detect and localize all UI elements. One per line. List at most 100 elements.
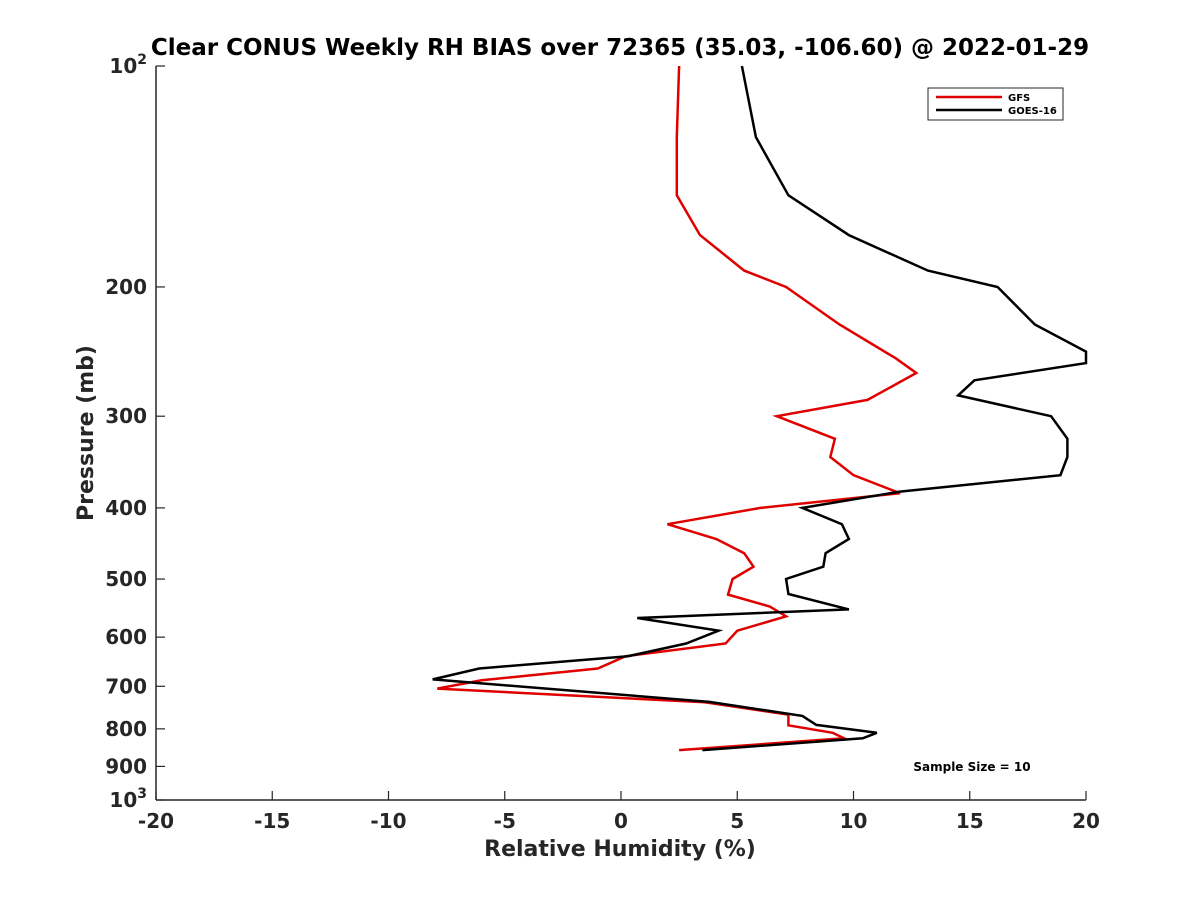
x-tick-label: 5: [730, 809, 744, 833]
legend-label-goes-16: GOES-16: [1008, 106, 1057, 117]
data-point-goes-16: [1034, 323, 1036, 325]
y-tick-label: 800: [105, 717, 147, 741]
series-layer: [432, 65, 1088, 752]
data-point-goes-16: [787, 593, 789, 595]
data-point-gfs: [829, 456, 831, 458]
x-axis-title: Relative Humidity (%): [484, 837, 756, 862]
y-tick-label: 700: [105, 674, 147, 698]
x-tick-label: 15: [956, 809, 984, 833]
data-point-goes-16: [824, 552, 826, 554]
data-point-gfs: [752, 566, 754, 568]
data-point-gfs: [678, 749, 680, 751]
data-point-gfs: [776, 415, 778, 417]
data-point-gfs: [852, 474, 854, 476]
data-point-goes-16: [1085, 362, 1087, 364]
data-point-goes-16: [685, 642, 687, 644]
x-tick-label: 10: [840, 809, 868, 833]
x-tick-label: -15: [254, 809, 290, 833]
x-ticks: -20 -15 -10 -5 0 5 10 15 20: [138, 791, 1100, 833]
data-point-goes-16: [755, 136, 757, 138]
data-point-gfs: [727, 593, 729, 595]
data-point-gfs: [736, 630, 738, 632]
data-point-goes-16: [862, 737, 864, 739]
data-point-goes-16: [801, 715, 803, 717]
data-point-gfs: [894, 357, 896, 359]
y-tick-label: 500: [105, 567, 147, 591]
data-point-goes-16: [701, 749, 703, 751]
data-point-goes-16: [478, 667, 480, 669]
x-tick-label: -10: [370, 809, 406, 833]
data-point-gfs: [715, 538, 717, 540]
data-point-gfs: [676, 136, 678, 138]
data-point-goes-16: [627, 655, 629, 657]
data-point-gfs: [838, 323, 840, 325]
data-point-goes-16: [432, 678, 434, 680]
x-tick-label: 20: [1072, 809, 1100, 833]
data-point-gfs: [597, 667, 599, 669]
y-tick-label: 200: [105, 275, 147, 299]
data-point-gfs: [759, 507, 761, 509]
x-tick-label: -5: [494, 809, 516, 833]
data-point-goes-16: [1066, 456, 1068, 458]
data-point-goes-16: [1050, 415, 1052, 417]
data-point-gfs: [915, 372, 917, 374]
data-point-goes-16: [848, 538, 850, 540]
data-point-goes-16: [841, 523, 843, 525]
plot-area: -20 -15 -10 -5 0 5 10 15 20 200 300 400 500 600 700 80…: [105, 52, 1100, 833]
data-point-goes-16: [815, 724, 817, 726]
data-point-goes-16: [848, 234, 850, 236]
data-point-gfs: [724, 642, 726, 644]
data-point-goes-16: [957, 394, 959, 396]
data-point-goes-16: [1059, 474, 1061, 476]
data-point-goes-16: [636, 617, 638, 619]
x-tick-label: -20: [138, 809, 174, 833]
data-point-goes-16: [787, 194, 789, 196]
data-point-gfs: [743, 552, 745, 554]
x-tick-label: 0: [614, 809, 628, 833]
legend-label-gfs: GFS: [1008, 93, 1030, 104]
data-point-goes-16: [927, 269, 929, 271]
data-point-gfs: [480, 679, 482, 681]
data-point-goes-16: [801, 507, 803, 509]
y-tick-label: 900: [105, 754, 147, 778]
data-point-gfs: [785, 286, 787, 288]
y-tick-label-power: 102: [109, 52, 147, 78]
y-axis-title: Pressure (mb): [74, 345, 99, 521]
data-point-gfs: [866, 399, 868, 401]
data-point-gfs: [831, 732, 833, 734]
y-ticks: 200 300 400 500 600 700 800 900 102 103: [105, 52, 165, 812]
data-point-gfs: [699, 234, 701, 236]
y-tick-label-power: 103: [109, 786, 147, 812]
data-point-goes-16: [708, 701, 710, 703]
legend: GFS GOES-16: [927, 87, 1064, 121]
data-point-goes-16: [822, 566, 824, 568]
data-point-goes-16: [1085, 350, 1087, 352]
data-point-goes-16: [717, 630, 719, 632]
data-point-gfs: [436, 687, 438, 689]
series-line-goes-16: [432, 65, 1088, 752]
data-point-goes-16: [876, 732, 878, 734]
y-tick-label: 400: [105, 496, 147, 520]
y-tick-label: 300: [105, 404, 147, 428]
data-point-goes-16: [973, 379, 975, 381]
data-point-gfs: [785, 615, 787, 617]
y-tick-label: 600: [105, 625, 147, 649]
data-point-gfs: [666, 523, 668, 525]
chart-title: Clear CONUS Weekly RH BIAS over 72365 (3…: [151, 35, 1089, 61]
sample-size-annotation: Sample Size = 10: [913, 760, 1030, 774]
data-point-goes-16: [899, 490, 901, 492]
data-point-gfs: [731, 578, 733, 580]
data-point-goes-16: [741, 65, 743, 67]
data-point-goes-16: [996, 286, 998, 288]
data-point-goes-16: [785, 578, 787, 580]
data-point-gfs: [787, 724, 789, 726]
data-point-gfs: [743, 269, 745, 271]
data-point-goes-16: [848, 608, 850, 610]
data-point-gfs: [676, 194, 678, 196]
data-point-gfs: [678, 65, 680, 67]
legend-box: [927, 87, 1064, 121]
data-point-goes-16: [1066, 438, 1068, 440]
data-point-gfs: [769, 605, 771, 607]
